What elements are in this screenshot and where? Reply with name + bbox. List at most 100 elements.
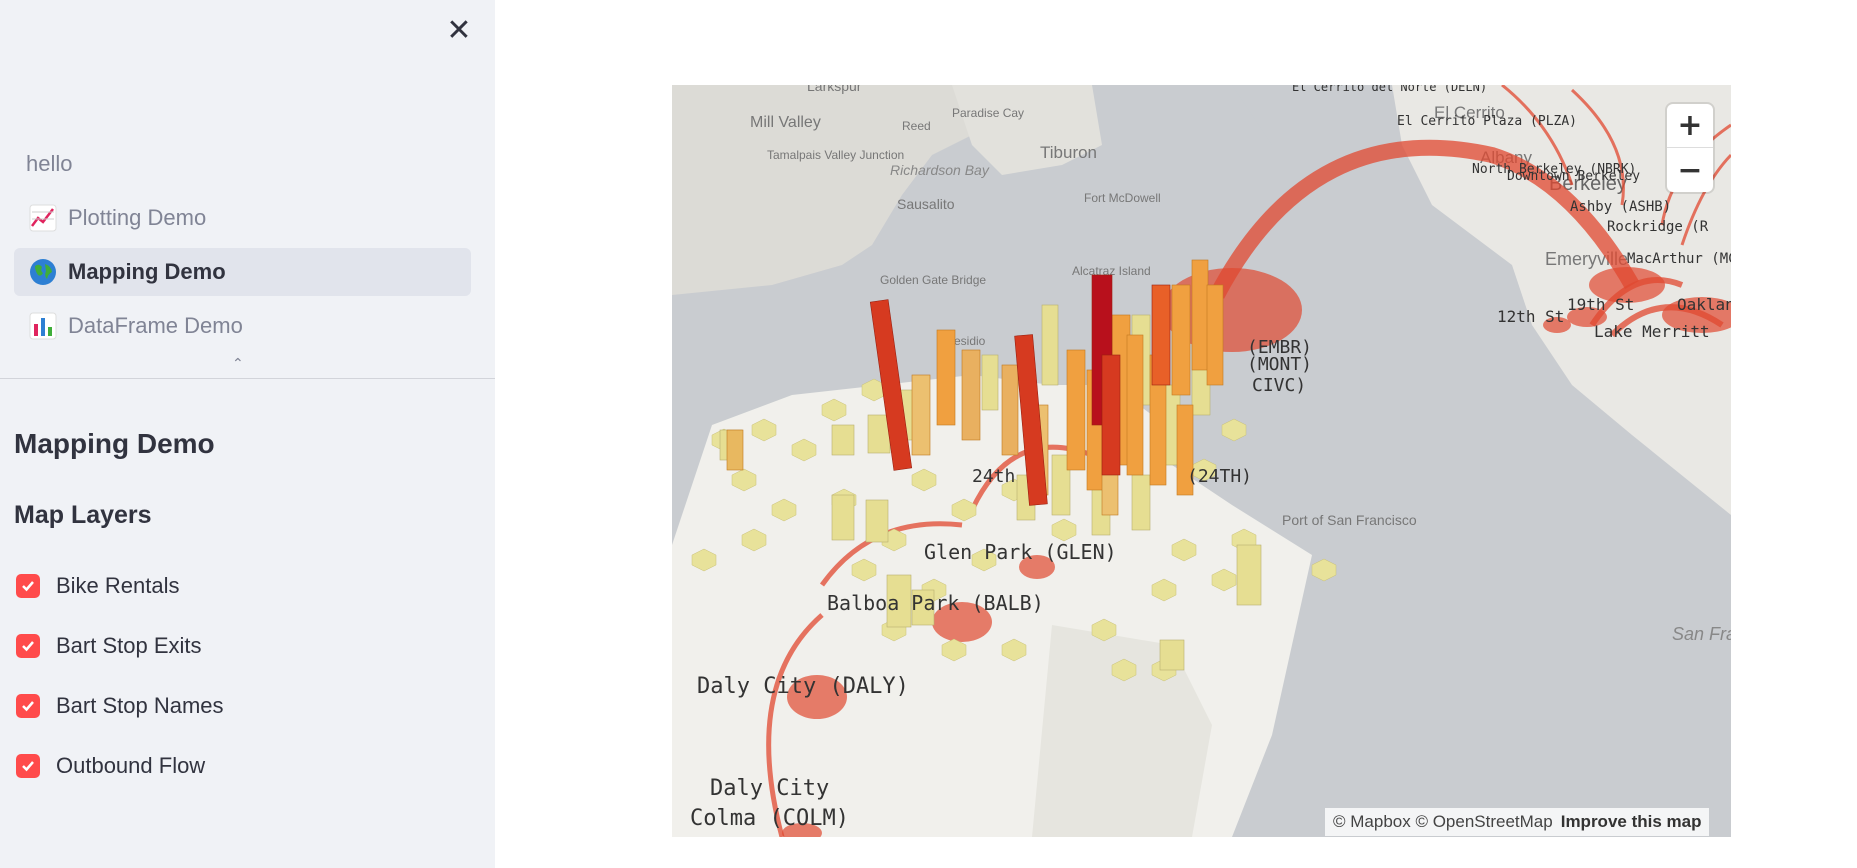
- layer-toggle-bart-stop-exits[interactable]: Bart Stop Exits: [16, 616, 224, 676]
- low-columns: [719, 304, 1262, 671]
- hex-bin: [971, 548, 997, 572]
- stop-label: 19th St: [1567, 295, 1634, 314]
- stop-circle: [787, 675, 847, 719]
- checkbox-label: Bart Stop Exits: [56, 633, 202, 658]
- close-icon[interactable]: ✕: [446, 13, 472, 48]
- sidebar-item-mapping-demo[interactable]: Mapping Demo: [14, 248, 471, 296]
- flow-arc: [1501, 85, 1574, 186]
- checkbox[interactable]: [16, 634, 40, 658]
- layer-toggle-bart-stop-names[interactable]: Bart Stop Names: [16, 676, 224, 736]
- hex-bin: [1151, 578, 1177, 602]
- column: [869, 299, 913, 471]
- place-label: Richardson Bay: [890, 162, 990, 178]
- place-label: Alcatraz Island: [1072, 264, 1151, 278]
- stop-label: Balboa Park (BALB): [827, 591, 1044, 615]
- stop-label: Ashby (ASHB): [1570, 199, 1671, 215]
- layer-toggle-bike-rentals[interactable]: Bike Rentals: [16, 556, 224, 616]
- place-label: Sausalito: [897, 196, 955, 212]
- column: [936, 329, 956, 426]
- hex-bin: [851, 558, 877, 582]
- page-title: Mapping Demo: [14, 428, 215, 459]
- marin-land: [672, 85, 1002, 295]
- column: [1051, 454, 1071, 516]
- improve-map-link[interactable]: Improve this map: [1560, 812, 1702, 831]
- hex-bin: [821, 398, 847, 422]
- column: [831, 424, 855, 456]
- column: [1101, 354, 1121, 476]
- stop-label: Rockridge (R: [1607, 219, 1709, 235]
- stop-label: (EMBR): [1247, 337, 1312, 358]
- hex-bin: [1091, 618, 1117, 642]
- stop-circle: [1019, 555, 1055, 579]
- stop-circle: [1543, 317, 1571, 333]
- stop-label: Lake Merritt: [1594, 322, 1710, 341]
- sidebar-item-dataframe-demo[interactable]: DataFrame Demo: [14, 302, 471, 350]
- hex-bin: [791, 438, 817, 462]
- hex-bin: [1001, 638, 1027, 662]
- hex-bin: [691, 548, 717, 572]
- hex-columns: [719, 259, 1262, 671]
- layer-toggle-outbound-flow[interactable]: Outbound Flow: [16, 736, 224, 796]
- place-label: Mill Valley: [750, 114, 821, 131]
- checkbox[interactable]: [16, 754, 40, 778]
- map-svg: Larkspur Mill Valley Reed Paradise Cay T…: [672, 85, 1731, 837]
- column: [1176, 404, 1194, 496]
- sidebar-item-hello[interactable]: hello: [14, 140, 471, 188]
- hex-bin: [771, 498, 797, 522]
- tiburon-land: [952, 85, 1102, 175]
- column: [911, 589, 935, 626]
- place-label: El Cerrito: [1434, 103, 1505, 122]
- zoom-in-button[interactable]: +: [1667, 104, 1713, 148]
- stop-label: El Cerrito Plaza (PLZA): [1397, 114, 1577, 129]
- column: [1206, 284, 1224, 386]
- column: [981, 354, 999, 411]
- stop-label: Glen Park (GLEN): [924, 540, 1117, 564]
- column: [911, 374, 931, 456]
- map-canvas[interactable]: Larkspur Mill Valley Reed Paradise Cay T…: [672, 85, 1731, 837]
- hex-bin: [911, 468, 937, 492]
- column: [886, 574, 912, 628]
- place-label: Fort McDowell: [1084, 191, 1161, 205]
- stop-labels: (EMBR) (MONT) CIVC) (24TH) 24th Glen Par…: [690, 85, 1731, 831]
- column: [1191, 259, 1209, 371]
- attribution-text[interactable]: © Mapbox © OpenStreetMap: [1333, 812, 1553, 831]
- hex-bin: [1311, 558, 1337, 582]
- layer-checkboxes: Bike Rentals Bart Stop Exits Bart Stop N…: [16, 556, 224, 796]
- column: [961, 349, 981, 441]
- stop-circle: [1589, 267, 1665, 303]
- stop-label: (MONT): [1247, 354, 1312, 375]
- stop-label: Oakland: [1677, 295, 1731, 314]
- column: [1151, 284, 1171, 386]
- stop-label: El Cerrito del Norte (DELN): [1292, 85, 1487, 94]
- stop-label: 12th St: [1497, 307, 1564, 326]
- sidebar-item-label: hello: [26, 151, 73, 176]
- sidebar-item-plotting-demo[interactable]: Plotting Demo: [14, 194, 471, 242]
- hex-bin: [941, 638, 967, 662]
- zoom-out-button[interactable]: −: [1677, 152, 1703, 188]
- column: [726, 429, 744, 471]
- flow-arc: [1570, 88, 1625, 206]
- chevron-up-icon[interactable]: ⌃: [232, 356, 244, 372]
- high-columns: [869, 274, 1171, 506]
- column: [1126, 334, 1144, 476]
- place-label: Tiburon: [1040, 143, 1097, 162]
- stop-circle: [1662, 297, 1731, 333]
- hex-bin: [951, 498, 977, 522]
- chart-line-icon: [28, 203, 58, 233]
- place-label: Larkspur: [807, 85, 862, 94]
- sidebar-item-label: Plotting Demo: [68, 205, 207, 230]
- stop-label: Daly City: [710, 776, 829, 801]
- column: [1236, 544, 1262, 606]
- stop-circle: [932, 602, 992, 642]
- checkbox[interactable]: [16, 574, 40, 598]
- stop-label: 24th: [972, 466, 1015, 487]
- checkbox[interactable]: [16, 694, 40, 718]
- map-attribution: © Mapbox © OpenStreetMap Improve this ma…: [1325, 808, 1710, 836]
- map-layers-heading: Map Layers: [14, 501, 152, 529]
- checkbox-label: Bike Rentals: [56, 573, 180, 598]
- sidebar: ✕ hello Plotting Demo Mapping Demo DataF…: [0, 0, 495, 868]
- hex-bin: [741, 528, 767, 552]
- stop-label: (24TH): [1187, 466, 1252, 487]
- flow-arc: [1209, 139, 1639, 299]
- bar-chart-icon: [28, 311, 58, 341]
